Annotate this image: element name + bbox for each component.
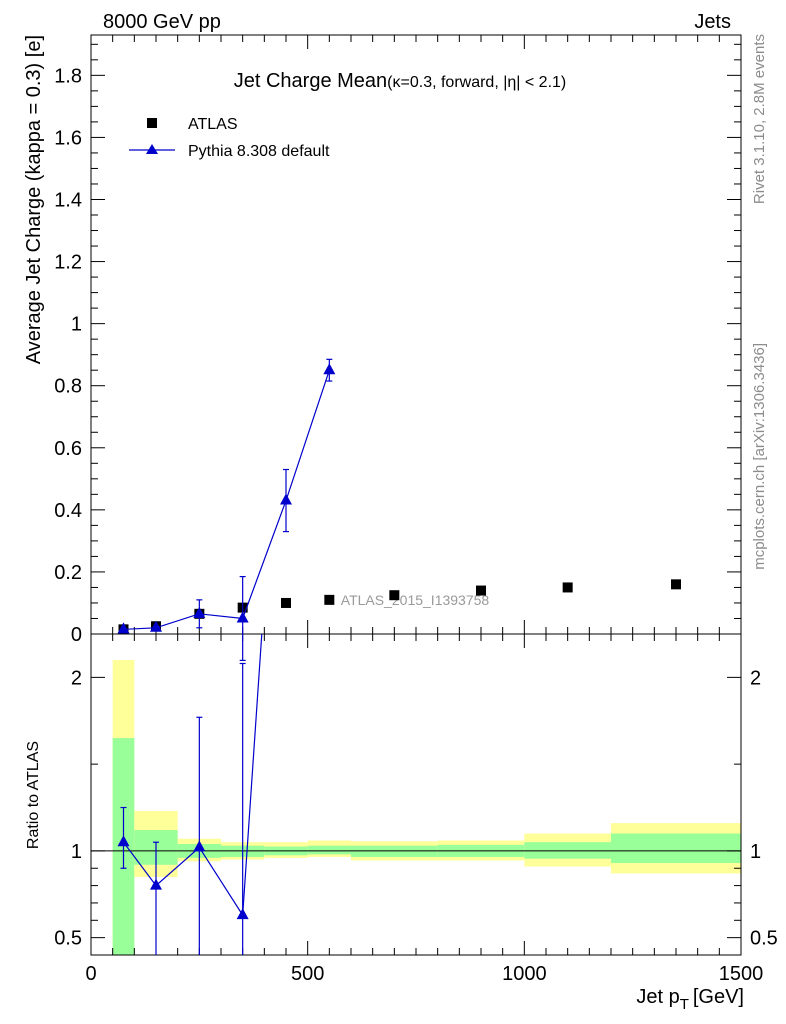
chart-title: Jet Charge Mean bbox=[234, 70, 387, 92]
ratio-y-axis-label: Ratio to ATLAS bbox=[25, 741, 42, 849]
rivet-version-label: Rivet 3.1.10, 2.8M events bbox=[751, 34, 768, 204]
ratio-band-green-9 bbox=[611, 833, 741, 864]
pythia-data-point bbox=[280, 493, 292, 505]
atlas-data-point bbox=[476, 585, 486, 596]
pythia-ratio-point bbox=[236, 908, 249, 920]
pythia-data-point bbox=[193, 606, 206, 618]
legend-pythia-marker bbox=[146, 144, 158, 154]
analysis-watermark: ATLAS_2015_I1393758 bbox=[341, 592, 490, 608]
y-tick-label: 1.8 bbox=[54, 65, 82, 87]
y-tick-label: 1.4 bbox=[54, 189, 82, 211]
legend: ATLAS Pythia 8.308 default bbox=[129, 116, 330, 160]
ratio-y-tick-label-right: 0.5 bbox=[750, 928, 778, 950]
pythia-data-point bbox=[150, 620, 162, 632]
y-axis-label: Average Jet Charge (kappa = 0.3) [e] bbox=[23, 35, 45, 364]
x-tick-label: 1000 bbox=[502, 963, 547, 985]
y-tick-label: 0 bbox=[71, 624, 82, 646]
pythia-series bbox=[117, 358, 336, 661]
pythia-ratio-point bbox=[193, 840, 206, 852]
y-tick-label: 1.2 bbox=[54, 252, 82, 274]
header-left: 8000 GeV pp bbox=[103, 11, 221, 33]
atlas-data-point bbox=[671, 579, 681, 590]
atlas-data-point bbox=[389, 590, 400, 601]
x-axis-label-main: Jet p bbox=[636, 986, 679, 1008]
axis-ticks bbox=[90, 35, 742, 956]
x-axis-label-sub: T bbox=[680, 996, 689, 1013]
y-tick-label: 0.2 bbox=[54, 562, 82, 584]
tick-labels: 0 500 1000 1500 0 0.2 0.4 0.6 0.8 1 1.2 1.4 1.6 1.8 0.… bbox=[54, 65, 778, 985]
ratio-y-tick-label-left: 1 bbox=[71, 841, 82, 863]
chart-title-group: Jet Charge Mean(κ=0.3, forward, |η| < 2.… bbox=[234, 70, 566, 92]
ratio-y-tick-label-right: 1 bbox=[750, 841, 761, 863]
y-tick-label: 0.6 bbox=[54, 438, 82, 460]
mcplots-label: mcplots.cern.ch [arXiv:1306.3436] bbox=[751, 343, 768, 570]
y-tick-label: 1 bbox=[71, 314, 82, 336]
x-axis-label: Jet pT [GeV] bbox=[636, 986, 744, 1013]
pythia-data-point bbox=[117, 622, 130, 634]
atlas-data-point bbox=[562, 582, 573, 593]
x-axis-label-unit: [GeV] bbox=[693, 986, 744, 1008]
ratio-plot-frame bbox=[90, 633, 742, 956]
ratio-y-tick-label-left: 0.5 bbox=[54, 928, 82, 950]
pythia-ratio-point bbox=[150, 878, 162, 890]
x-tick-label: 500 bbox=[291, 963, 324, 985]
y-tick-label: 0.4 bbox=[54, 500, 82, 522]
chart-subtitle: (κ=0.3, forward, |η| < 2.1) bbox=[387, 74, 566, 91]
pythia-ratio-point bbox=[117, 835, 130, 847]
legend-atlas-label: ATLAS bbox=[188, 116, 238, 133]
y-tick-label: 0.8 bbox=[54, 376, 82, 398]
header-right: Jets bbox=[694, 11, 731, 33]
legend-atlas-marker bbox=[147, 118, 157, 128]
pythia-ratio-series bbox=[117, 633, 263, 955]
ratio-bands bbox=[112, 660, 741, 955]
atlas-data-point bbox=[324, 594, 335, 605]
atlas-data-point bbox=[281, 597, 291, 608]
y-tick-label: 1.6 bbox=[54, 127, 82, 149]
pythia-line bbox=[123, 370, 330, 630]
ratio-y-tick-label-right: 2 bbox=[750, 667, 761, 689]
ratio-y-tick-label-left: 2 bbox=[71, 667, 82, 689]
legend-pythia-label: Pythia 8.308 default bbox=[188, 143, 330, 160]
x-tick-label: 0 bbox=[85, 963, 96, 985]
x-tick-label: 1500 bbox=[719, 963, 764, 985]
ratio-band-green-5 bbox=[307, 845, 351, 855]
pythia-data-point bbox=[323, 363, 336, 375]
pythia-data-point bbox=[236, 611, 249, 623]
